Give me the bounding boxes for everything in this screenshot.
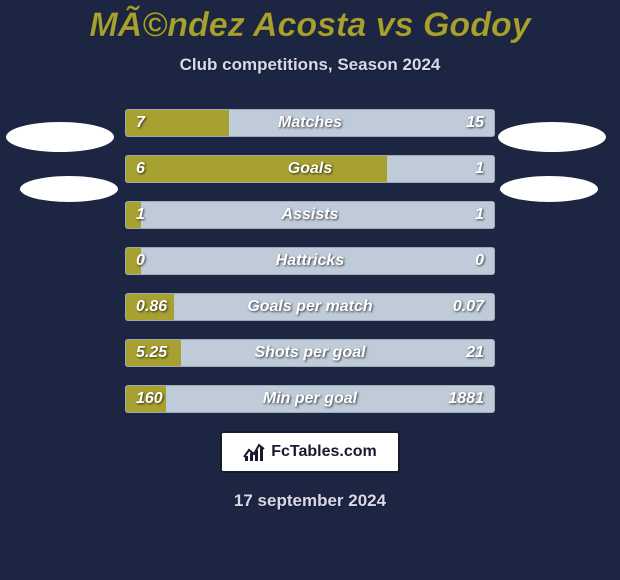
- subtitle: Club competitions, Season 2024: [0, 55, 620, 75]
- stat-row: 5.2521Shots per goal: [125, 339, 495, 367]
- stat-fill-left: [126, 202, 141, 228]
- stat-label: Assists: [126, 202, 494, 228]
- decorative-ellipse: [498, 122, 606, 152]
- stat-row: 61Goals: [125, 155, 495, 183]
- stat-fill-left: [126, 386, 166, 412]
- stat-row: 00Hattricks: [125, 247, 495, 275]
- stat-value-right: 1881: [448, 386, 484, 412]
- stat-fill-left: [126, 110, 229, 136]
- stat-value-right: 21: [466, 340, 484, 366]
- fctables-logo: FcTables.com: [220, 431, 400, 473]
- comparison-card: MÃ©ndez Acosta vs Godoy Club competition…: [0, 0, 620, 580]
- stat-fill-right: [387, 156, 494, 182]
- stat-row: 11Assists: [125, 201, 495, 229]
- logo-text: FcTables.com: [271, 443, 377, 461]
- stat-fill-left: [126, 340, 181, 366]
- decorative-ellipse: [500, 176, 598, 202]
- stat-value-right: 0.07: [453, 294, 484, 320]
- stat-row: 1601881Min per goal: [125, 385, 495, 413]
- stat-label: Hattricks: [126, 248, 494, 274]
- stat-label: Min per goal: [126, 386, 494, 412]
- stat-fill-left: [126, 248, 141, 274]
- stat-label: Goals per match: [126, 294, 494, 320]
- stat-fill-right: [479, 202, 494, 228]
- stat-fill-right: [229, 110, 494, 136]
- decorative-ellipse: [6, 122, 114, 152]
- date-label: 17 september 2024: [0, 491, 620, 511]
- stat-bars: 715Matches 61Goals 11Assists 00Hattricks 0.8…: [125, 109, 495, 413]
- stat-fill-left: [126, 156, 387, 182]
- chart-icon: [243, 442, 265, 462]
- stat-fill-left: [126, 294, 174, 320]
- stat-fill-right: [479, 248, 494, 274]
- stat-label: Shots per goal: [126, 340, 494, 366]
- page-title: MÃ©ndez Acosta vs Godoy: [0, 6, 620, 45]
- stat-row: 0.860.07Goals per match: [125, 293, 495, 321]
- stat-row: 715Matches: [125, 109, 495, 137]
- decorative-ellipse: [20, 176, 118, 202]
